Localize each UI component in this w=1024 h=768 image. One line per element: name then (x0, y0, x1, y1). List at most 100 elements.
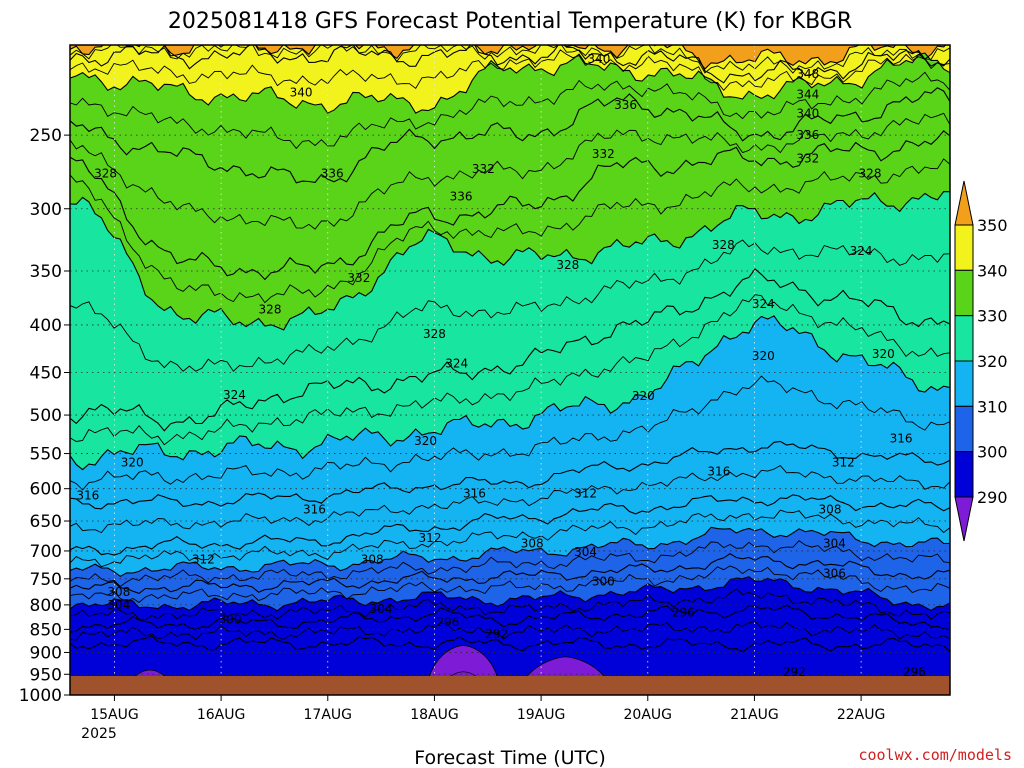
contour-label: 344 (796, 87, 819, 101)
y-tick-label: 600 (30, 480, 62, 500)
contour-label: 306 (823, 566, 846, 580)
plot-frame (69, 44, 951, 696)
plot-area (70, 45, 950, 695)
colorbar-bin (954, 451, 974, 498)
isentrope-336 (70, 87, 950, 184)
isentrope-minor (70, 620, 950, 641)
y-tick-label: 400 (30, 316, 62, 336)
contour-label: 332 (347, 271, 370, 285)
isentrope-lines (70, 45, 950, 653)
contour-label: 296 (672, 605, 695, 619)
x-tick-label: 22AUG (837, 707, 886, 723)
y-tick-label: 850 (30, 620, 62, 640)
isentrope-308 (70, 526, 950, 577)
x-tick-label: 21AUG (730, 707, 779, 723)
contour-label: 316 (890, 432, 913, 446)
colorbar-bin (954, 360, 974, 407)
contour-label: 328 (556, 258, 579, 272)
isentrope-minor (70, 49, 950, 91)
colorbar-top-arrow (954, 180, 974, 226)
contour-labels: 340 340 348 344 340 336 332 328 336 332 332 336 336 3… (76, 52, 926, 679)
isentrope-minor (70, 565, 950, 603)
contour-label: 296 (903, 665, 926, 679)
y-tick-label: 650 (30, 512, 62, 532)
contour-label: 316 (303, 503, 326, 517)
colorbar-label: 340 (977, 261, 1008, 280)
colorbar-label: 310 (977, 397, 1008, 416)
contour-label: 308 (819, 503, 842, 517)
x-axis: 15AUG 16AUG 17AUG 18AUG 19AUG 20AUG 21AUG 22AUG (90, 695, 885, 723)
isentrope-324 (70, 268, 950, 432)
isentrope-minor (70, 45, 950, 74)
isentrope-332 (70, 130, 950, 281)
ground-strip (70, 676, 950, 695)
contour-label: 316 (76, 488, 99, 502)
isentrope-minor (70, 112, 950, 230)
contour-label: 312 (832, 455, 855, 469)
grid-lines (70, 45, 950, 695)
isentrope-292 (70, 635, 950, 653)
colorbar-label: 300 (977, 443, 1008, 462)
y-tick-label: 250 (30, 126, 62, 146)
isentrope-304 (70, 553, 950, 595)
colorbar-bin (954, 269, 974, 317)
colorbar-label: 320 (977, 352, 1008, 371)
x-axis-title: Forecast Time (UTC) (414, 747, 605, 768)
contour-label: 340 (587, 52, 610, 66)
contour-label: 300 (219, 613, 242, 627)
contour-label: 304 (107, 598, 130, 612)
contour-label: 324 (752, 297, 775, 311)
contour-label: 304 (823, 536, 846, 550)
contour-label: 332 (796, 152, 819, 166)
contour-label: 308 (521, 536, 544, 550)
isentrope-minor (70, 375, 950, 491)
isentrope-300 (70, 576, 950, 612)
contour-label: 292 (783, 665, 806, 679)
contour-label: 328 (94, 167, 117, 181)
x-tick-label: 16AUG (197, 707, 246, 723)
colorbar-bin (954, 405, 974, 453)
contour-label: 324 (850, 244, 873, 258)
isentrope-320 (70, 315, 950, 471)
isentrope-minor (70, 465, 950, 534)
contour-label: 324 (223, 388, 246, 402)
isentrope-minor (70, 540, 950, 587)
contour-label: 320 (872, 347, 895, 361)
isentrope-minor (70, 294, 950, 446)
contour-label: 296 (436, 615, 459, 629)
y-tick-label: 550 (30, 445, 62, 465)
y-tick-label: 800 (30, 596, 62, 616)
colorbar-label: 330 (977, 307, 1008, 326)
credit-text: coolwx.com/models (858, 746, 1012, 764)
contour-label: 328 (859, 167, 882, 181)
y-tick-label: 350 (30, 262, 62, 282)
colorbar-label: 350 (977, 216, 1008, 235)
x-tick-label: 19AUG (517, 707, 566, 723)
contour-label: 304 (574, 545, 597, 559)
y-tick-label: 750 (30, 570, 62, 590)
y-tick-label: 450 (30, 364, 62, 384)
contour-label: 316 (463, 486, 486, 500)
y-tick-label: 500 (30, 406, 62, 426)
y-tick-label: 900 (30, 643, 62, 663)
contour-label: 328 (259, 303, 282, 317)
colorbar-bin (954, 224, 974, 271)
colorbar-bin (954, 315, 974, 362)
y-tick-label: 950 (30, 665, 62, 685)
isentrope-minor (70, 239, 950, 372)
contour-label: 316 (707, 465, 730, 479)
contour-label: 300 (592, 574, 615, 588)
contour-label: 320 (121, 455, 144, 469)
contour-label: 328 (423, 327, 446, 341)
contour-label: 320 (414, 434, 437, 448)
contour-label: 340 (290, 86, 313, 100)
isentrope-minor (70, 158, 950, 304)
isentrope-minor (70, 509, 950, 568)
isentrope-312 (70, 494, 950, 556)
isentrope-316 (70, 440, 950, 510)
y-tick-label: 300 (30, 200, 62, 220)
contour-label: 336 (614, 98, 637, 112)
y-axis: 250 300 350 400 450 500 550 600 650 700 750 800 850 9… (19, 126, 70, 706)
colorbar-label: 290 (977, 488, 1008, 507)
